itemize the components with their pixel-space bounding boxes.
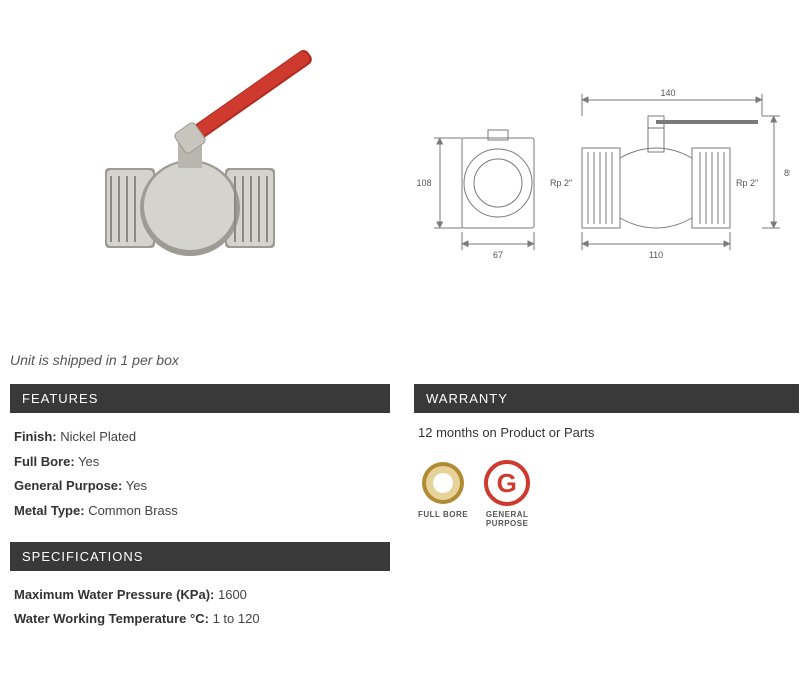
shipping-note: Unit is shipped in 1 per box — [0, 348, 809, 384]
specifications-list: Maximum Water Pressure (KPa): 1600 Water… — [10, 583, 390, 632]
badge-full-bore: FULL BORE — [418, 460, 468, 519]
warranty-header: WARRANTY — [414, 384, 799, 413]
dim-thread-left: Rp 2" — [550, 178, 572, 188]
kv-label: Water Working Temperature °C: — [14, 611, 209, 626]
dim-top: 140 — [660, 88, 675, 98]
badge-label: GENERAL PURPOSE — [486, 510, 529, 528]
dim-right: 85 — [784, 168, 790, 178]
kv-value: Common Brass — [88, 503, 178, 518]
badge-label: FULL BORE — [418, 510, 468, 519]
dim-thread-right: Rp 2" — [736, 178, 758, 188]
dim-side-w: 110 — [648, 250, 662, 260]
specifications-header: SPECIFICATIONS — [10, 542, 390, 571]
technical-diagram: 140 85 108 67 110 Rp 2" Rp 2" — [400, 18, 799, 338]
kv-label: General Purpose: — [14, 478, 122, 493]
features-header: FEATURES — [10, 384, 390, 413]
badge-general-purpose: G GENERAL PURPOSE — [484, 460, 530, 528]
kv-value: 1 to 120 — [213, 611, 260, 626]
kv-label: Finish: — [14, 429, 57, 444]
top-image-row: 140 85 108 67 110 Rp 2" Rp 2" — [0, 0, 809, 348]
badges-row: FULL BORE G GENERAL PURPOSE — [414, 460, 799, 528]
kv-value: Yes — [126, 478, 147, 493]
full-bore-icon — [420, 460, 466, 506]
features-list: Finish: Nickel Plated Full Bore: Yes Gen… — [10, 425, 390, 542]
info-columns: FEATURES Finish: Nickel Plated Full Bore… — [0, 384, 809, 632]
svg-text:G: G — [497, 468, 518, 498]
dim-front-h: 108 — [416, 178, 431, 188]
kv-value: Yes — [78, 454, 99, 469]
warranty-text: 12 months on Product or Parts — [414, 425, 799, 460]
kv-label: Metal Type: — [14, 503, 85, 518]
kv-value: Nickel Plated — [60, 429, 136, 444]
dim-front-w: 67 — [492, 250, 502, 260]
product-photo — [10, 18, 380, 338]
kv-label: Full Bore: — [14, 454, 75, 469]
kv-label: Maximum Water Pressure (KPa): — [14, 587, 214, 602]
general-purpose-icon: G — [484, 460, 530, 506]
kv-value: 1600 — [218, 587, 247, 602]
